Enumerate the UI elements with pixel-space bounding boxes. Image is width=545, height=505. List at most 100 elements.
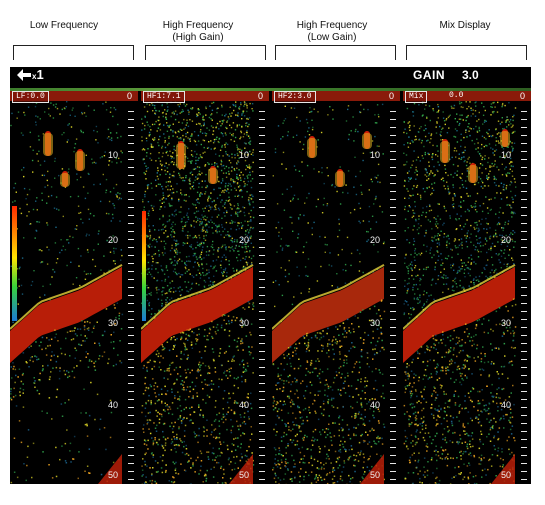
color-scale-bar	[12, 206, 17, 321]
depth-tick	[390, 399, 396, 400]
depth-tick	[521, 375, 527, 376]
depth-label: 20	[107, 235, 118, 245]
depth-tick	[259, 311, 265, 312]
depth-tick	[128, 359, 134, 360]
depth-zero-label: 0	[519, 91, 525, 101]
depth-tick	[128, 127, 134, 128]
caption-bracket	[275, 45, 396, 60]
depth-label: 50	[500, 470, 511, 480]
channel-tag: LF:0.0	[12, 91, 49, 103]
echogram-panel-2[interactable]: HF1:7.1 0 10 20 30 40 50	[141, 91, 269, 484]
depth-label: 30	[369, 318, 380, 328]
depth-tick	[259, 391, 265, 392]
depth-tick	[259, 143, 265, 144]
depth-tick	[521, 295, 527, 296]
depth-tick	[128, 295, 134, 296]
depth-tick	[128, 351, 134, 352]
depth-tick	[128, 367, 134, 368]
depth-tick	[259, 399, 265, 400]
depth-tick	[128, 191, 134, 192]
depth-tick	[521, 391, 527, 392]
depth-tick	[128, 327, 134, 328]
depth-tick	[390, 215, 396, 216]
depth-tick	[521, 151, 527, 152]
depth-label: 10	[369, 150, 380, 160]
depth-tick	[259, 343, 265, 344]
depth-tick	[390, 263, 396, 264]
depth-tick	[128, 159, 134, 160]
display-topbar: x1 GAIN 3.0	[10, 67, 531, 85]
channel-tag: HF2:3.0	[274, 91, 316, 103]
depth-tick	[128, 167, 134, 168]
depth-tick	[521, 167, 527, 168]
depth-label: 30	[107, 318, 118, 328]
depth-tick	[259, 463, 265, 464]
caption-mix-display: Mix Display	[439, 20, 491, 31]
depth-tick	[390, 463, 396, 464]
echogram-panel-4[interactable]: Mix 0.0 0 10 20 30 40 50	[403, 91, 531, 484]
depth-tick	[259, 263, 265, 264]
depth-tick	[390, 479, 396, 480]
depth-tick	[259, 335, 265, 336]
depth-tick	[390, 343, 396, 344]
depth-tick	[390, 295, 396, 296]
depth-tick	[390, 423, 396, 424]
depth-tick	[128, 271, 134, 272]
depth-tick	[390, 431, 396, 432]
depth-tick	[521, 239, 527, 240]
depth-tick	[128, 207, 134, 208]
depth-tick	[521, 359, 527, 360]
left-arrow-icon[interactable]	[16, 68, 32, 82]
depth-tick	[521, 183, 527, 184]
echogram-panel-3[interactable]: HF2:3.0 0 10 20 30 40 50	[272, 91, 400, 484]
depth-tick	[259, 239, 265, 240]
depth-label: 50	[107, 470, 118, 480]
depth-tick	[521, 223, 527, 224]
depth-tick	[128, 407, 134, 408]
depth-tick	[390, 255, 396, 256]
depth-tick	[259, 447, 265, 448]
echogram-display[interactable]: x1 GAIN 3.0 LF:0.0 0 10 20 30 40 50 HF1:7.1 0 10 2…	[10, 67, 531, 484]
depth-tick	[259, 247, 265, 248]
depth-tick	[259, 215, 265, 216]
depth-label: 40	[107, 400, 118, 410]
depth-tick	[390, 135, 396, 136]
depth-tick	[128, 175, 134, 176]
caption-high-frequency-low-gain: High Frequency (Low Gain)	[296, 20, 368, 43]
depth-tick	[128, 303, 134, 304]
echogram-image	[141, 91, 269, 484]
depth-tick	[128, 135, 134, 136]
echogram-panel-1[interactable]: LF:0.0 0 10 20 30 40 50	[10, 91, 138, 484]
depth-tick	[128, 415, 134, 416]
echogram-image	[272, 91, 400, 484]
depth-tick	[128, 439, 134, 440]
depth-tick	[259, 159, 265, 160]
channel-tag: Mix	[405, 91, 428, 103]
depth-tick	[259, 279, 265, 280]
caption-bracket	[13, 45, 134, 60]
channel-tag: HF1:7.1	[143, 91, 185, 103]
depth-tick	[521, 143, 527, 144]
depth-tick	[390, 271, 396, 272]
depth-label: 30	[500, 318, 511, 328]
gain-label: GAIN	[413, 68, 445, 82]
depth-tick	[521, 255, 527, 256]
depth-tick	[390, 335, 396, 336]
depth-tick	[259, 439, 265, 440]
depth-tick	[128, 479, 134, 480]
depth-tick	[521, 415, 527, 416]
depth-tick	[521, 119, 527, 120]
depth-tick	[259, 295, 265, 296]
depth-label: 20	[238, 235, 249, 245]
depth-tick	[259, 479, 265, 480]
depth-tick	[390, 415, 396, 416]
depth-tick	[128, 239, 134, 240]
depth-tick	[521, 407, 527, 408]
depth-label: 10	[107, 150, 118, 160]
depth-tick	[390, 143, 396, 144]
depth-tick	[521, 191, 527, 192]
depth-tick	[521, 479, 527, 480]
depth-tick	[521, 343, 527, 344]
depth-tick	[390, 311, 396, 312]
depth-tick	[390, 327, 396, 328]
